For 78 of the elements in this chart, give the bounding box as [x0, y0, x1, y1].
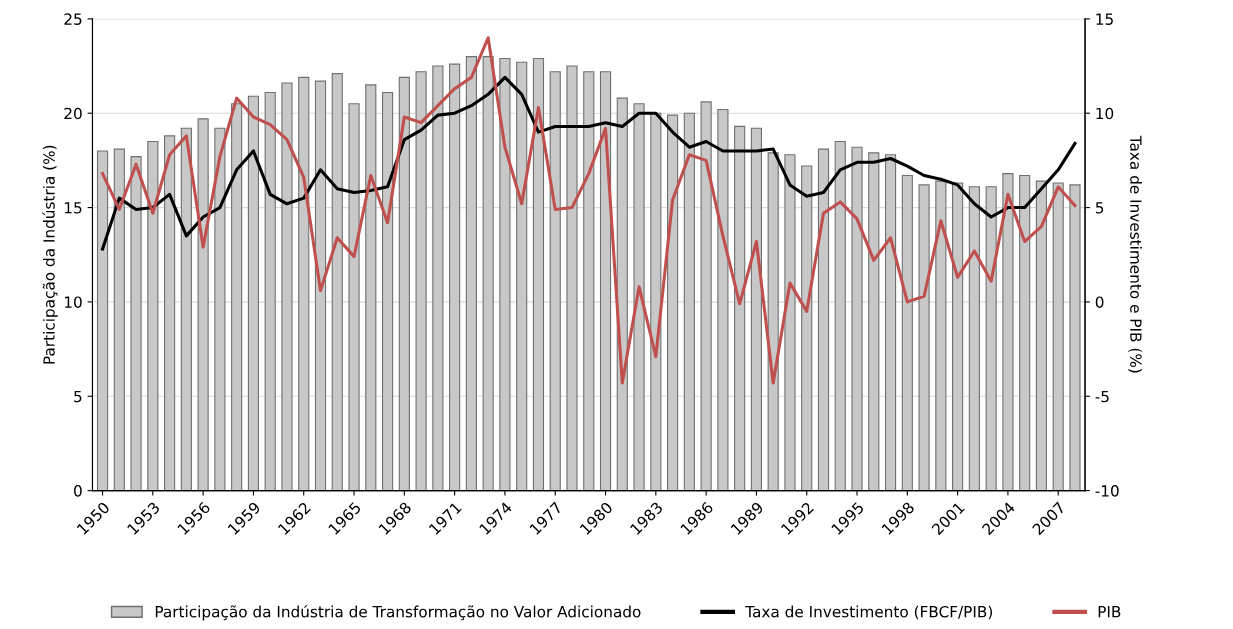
bar [298, 76, 310, 491]
bar [164, 135, 176, 491]
bar [381, 91, 394, 491]
bar [532, 57, 545, 491]
y2-axis-title: Taxa de Investimento e PIB (%) [1128, 135, 1142, 373]
bar [549, 71, 561, 491]
bar [767, 152, 779, 491]
bar [398, 76, 410, 491]
bar [901, 174, 913, 491]
bar [281, 82, 293, 491]
bar [432, 65, 444, 491]
bar [918, 184, 930, 491]
bar [331, 73, 343, 491]
bar [415, 71, 427, 491]
y-axis-title: Participação da Indústria (%) [42, 145, 58, 364]
bar [113, 148, 125, 491]
line-series [101, 75, 1077, 251]
bar [650, 112, 662, 491]
bar [717, 108, 729, 491]
bar [566, 65, 578, 491]
bar [1019, 174, 1031, 491]
bar [231, 103, 243, 491]
bar [935, 180, 947, 491]
y-tick-label: 0 [74, 485, 82, 497]
bar [1069, 184, 1081, 491]
legend-label: Taxa de Investimento (FBCF/PIB) [745, 605, 993, 620]
y2-tick-label: -10 [1095, 485, 1119, 497]
bar [700, 101, 712, 491]
bar [96, 150, 109, 491]
bar [247, 95, 260, 491]
bar [868, 152, 880, 491]
y-tick-label: 5 [74, 390, 82, 403]
y2-tick-label: 5 [1095, 202, 1104, 214]
line-series [101, 36, 1077, 385]
y2-tick-label: 10 [1096, 107, 1114, 120]
bar [516, 61, 528, 491]
bar [197, 118, 209, 491]
bar [968, 186, 980, 491]
y2-tick-label: 0 [1095, 296, 1104, 308]
bar [633, 103, 645, 491]
bar [952, 182, 964, 491]
bar [583, 71, 595, 491]
bar [667, 114, 679, 491]
bar [465, 56, 477, 491]
bar [482, 56, 494, 491]
y-tick-label: 20 [64, 107, 82, 120]
bar [784, 154, 796, 491]
legend-label: PIB [1098, 606, 1121, 618]
y2-tick-label: -5 [1095, 390, 1109, 403]
bar [734, 125, 746, 491]
bar [449, 63, 461, 491]
y-tick-label: 10 [64, 296, 82, 308]
bar [1002, 173, 1014, 491]
bar [884, 154, 897, 491]
bar [1035, 180, 1048, 491]
bar [616, 97, 628, 491]
y2-tick-label: 15 [1096, 13, 1113, 25]
y-tick-label: 15 [64, 202, 82, 214]
bar [314, 80, 327, 491]
bar [1052, 182, 1064, 491]
bar [264, 91, 276, 491]
bar [499, 57, 511, 491]
bar [801, 165, 813, 491]
bar [683, 112, 695, 491]
bar [348, 103, 360, 491]
bar [985, 186, 997, 491]
bar [599, 71, 612, 491]
bar [180, 127, 192, 491]
legend-label: Participação da Indústria de Transformação no Valor Adicionado [155, 605, 641, 621]
bar [214, 127, 226, 491]
y-tick-label: 25 [64, 13, 82, 25]
bar [365, 84, 377, 491]
bar [750, 127, 763, 491]
bar [130, 156, 142, 491]
bar [851, 146, 863, 491]
bar [834, 140, 846, 491]
bar [147, 140, 159, 491]
bar [817, 148, 830, 491]
